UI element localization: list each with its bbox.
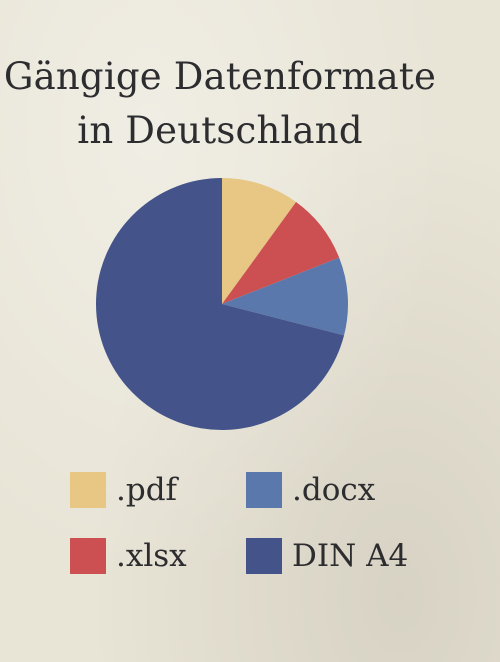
chart-title-line-2: in Deutschland xyxy=(77,109,363,152)
chart-title-line-1: Gängige Datenformate xyxy=(3,55,437,98)
legend: .pdf .docx .xlsx DIN A4 xyxy=(70,472,450,582)
pie-slice-xlsx xyxy=(222,202,340,304)
legend-item-xlsx: .xlsx xyxy=(70,538,187,574)
legend-item-pdf: .pdf xyxy=(70,472,177,508)
pie-slice-docx xyxy=(222,257,348,336)
pie-slice-din-a4 xyxy=(95,178,345,431)
pie-slice-pdf xyxy=(222,178,297,304)
legend-swatch-xlsx xyxy=(70,538,106,574)
pie-chart xyxy=(95,178,348,431)
legend-label-xlsx: .xlsx xyxy=(116,538,187,574)
legend-item-docx: .docx xyxy=(246,472,375,508)
legend-label-din-a4: DIN A4 xyxy=(292,538,409,574)
legend-label-docx: .docx xyxy=(292,472,376,508)
legend-item-din-a4: DIN A4 xyxy=(246,538,408,574)
legend-label-pdf: .pdf xyxy=(116,472,178,508)
legend-swatch-pdf xyxy=(70,472,106,508)
legend-swatch-din-a4 xyxy=(246,538,282,574)
legend-swatch-docx xyxy=(246,472,282,508)
chart-title: Gängige Datenformate in Deutschland xyxy=(0,50,440,158)
